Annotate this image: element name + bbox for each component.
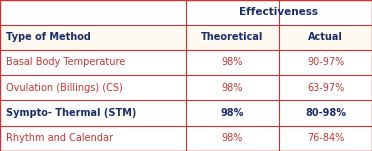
Text: 98%: 98% (222, 83, 243, 93)
Text: 63-97%: 63-97% (307, 83, 344, 93)
Text: 98%: 98% (222, 133, 243, 143)
Text: 76-84%: 76-84% (307, 133, 344, 143)
Text: Ovulation (Billings) (CS): Ovulation (Billings) (CS) (6, 83, 122, 93)
Bar (0, 25, 372, 50)
Text: Effectiveness: Effectiveness (240, 7, 318, 18)
Text: Rhythm and Calendar: Rhythm and Calendar (6, 133, 113, 143)
Text: 98%: 98% (222, 58, 243, 67)
Text: 90-97%: 90-97% (307, 58, 344, 67)
Text: 80-98%: 80-98% (305, 108, 346, 118)
Text: Sympto- Thermal (STM): Sympto- Thermal (STM) (6, 108, 136, 118)
Text: Type of Method: Type of Method (6, 32, 90, 42)
Text: Basal Body Temperature: Basal Body Temperature (6, 58, 125, 67)
Text: 98%: 98% (221, 108, 244, 118)
Text: Actual: Actual (308, 32, 343, 42)
Text: Theoretical: Theoretical (201, 32, 264, 42)
